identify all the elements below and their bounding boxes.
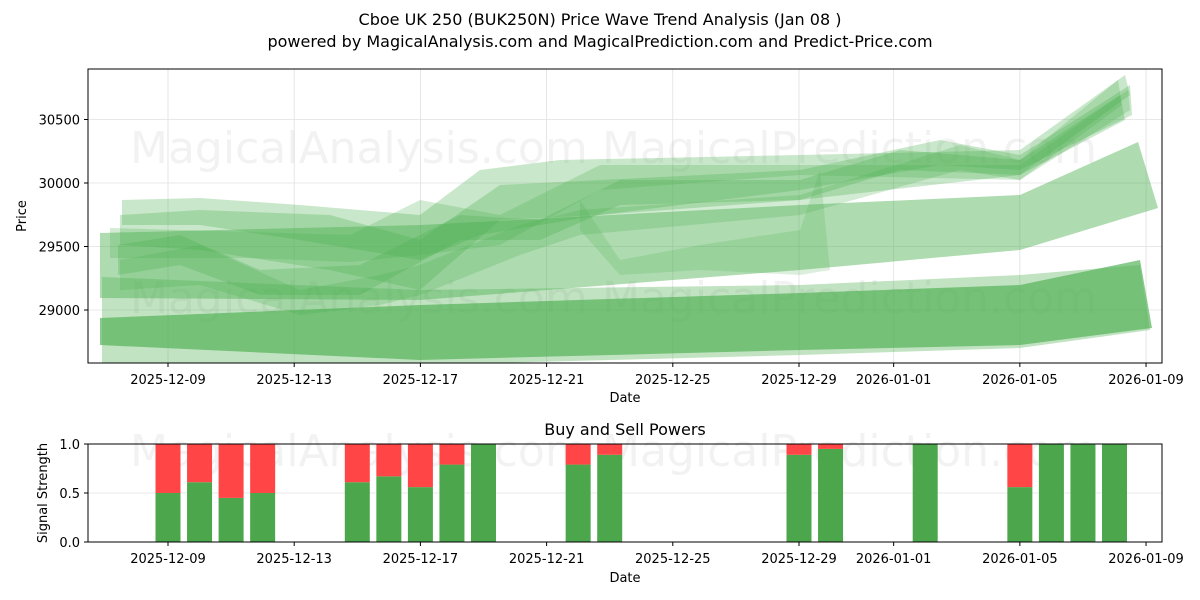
price-band-upper-band-2	[120, 85, 1132, 290]
main-y-tick-label: 30500	[39, 114, 80, 129]
sub-y-tick-label: 1.0	[59, 438, 80, 453]
watermark-magicalprediction-top: MagicalPrediction.com	[602, 123, 1097, 174]
buy-bar	[565, 464, 591, 542]
sell-bar	[155, 444, 181, 493]
main-x-tick-label: 2025-12-13	[256, 373, 332, 388]
price-band-upper-band-5	[110, 90, 1130, 262]
main-y-axis-label: Price	[15, 200, 30, 232]
main-x-tick-label: 2025-12-17	[383, 373, 459, 388]
price-band-upper-band-1	[122, 75, 1130, 260]
sell-bar	[565, 444, 591, 465]
sub-x-tick-label: 2025-12-13	[256, 552, 332, 567]
sell-bar	[597, 444, 623, 455]
buy-bar	[218, 497, 244, 542]
buy-bar	[597, 454, 623, 542]
sub-x-axis: 2025-12-09 2025-12-13 2025-12-17 2025-12-21…	[130, 542, 1184, 567]
buy-bar	[1007, 487, 1033, 542]
main-x-axis: 2025-12-09 2025-12-13 2025-12-17 2025-12-21…	[130, 363, 1184, 388]
main-x-tick-label: 2025-12-09	[130, 373, 206, 388]
sell-bar	[407, 444, 433, 488]
sub-y-tick-label: 0.0	[59, 536, 80, 551]
sub-y-axis: 0.0 0.5 1.0	[59, 438, 88, 551]
buy-bar	[912, 444, 938, 542]
buy-bar	[439, 464, 465, 542]
chart-subtitle: powered by MagicalAnalysis.com and Magic…	[267, 32, 933, 51]
sub-y-axis-label: Signal Strength	[36, 443, 51, 543]
price-band-second-band	[100, 142, 1158, 300]
price-band-upper-band-6	[580, 170, 830, 275]
buy-bar	[250, 493, 276, 542]
main-x-tick-label: 2025-12-25	[635, 373, 711, 388]
sub-x-tick-label: 2026-01-09	[1108, 552, 1184, 567]
sell-bar	[376, 444, 402, 477]
sell-bar	[187, 444, 213, 483]
sell-bar	[786, 444, 812, 455]
buy-bar	[1038, 444, 1064, 542]
buy-bar	[786, 454, 812, 542]
sub-x-tick-label: 2025-12-25	[635, 552, 711, 567]
sub-x-tick-label: 2026-01-05	[982, 552, 1058, 567]
sub-x-tick-label: 2026-01-01	[856, 552, 932, 567]
main-x-axis-label: Date	[609, 391, 640, 406]
buy-sell-title: Buy and Sell Powers	[544, 420, 706, 439]
price-wave-plot: MagicalAnalysis.com MagicalPrediction.co…	[15, 68, 1184, 406]
buy-bar	[155, 493, 181, 542]
buy-bar	[344, 482, 370, 542]
buy-bar	[187, 482, 213, 542]
sell-bar	[218, 444, 244, 498]
watermark-magicalanalysis-top: MagicalAnalysis.com	[130, 123, 588, 174]
main-plot-frame	[87, 68, 1163, 364]
buy-sell-plot: Buy and Sell Powers MagicalAnalysis.com …	[36, 420, 1184, 586]
main-y-tick-label: 29000	[39, 304, 80, 319]
main-x-tick-label: 2025-12-29	[761, 373, 837, 388]
buy-bar	[818, 448, 844, 542]
buy-bar	[1102, 444, 1127, 542]
buy-bar	[1070, 444, 1096, 542]
buy-sell-bars	[155, 444, 1127, 542]
main-x-tick-label: 2026-01-01	[856, 373, 932, 388]
price-band-lower-band-light	[102, 265, 1150, 363]
main-x-tick-label: 2025-12-21	[509, 373, 585, 388]
main-x-tick-label: 2026-01-05	[982, 373, 1058, 388]
main-y-tick-label: 29500	[39, 241, 80, 256]
sub-x-tick-label: 2025-12-09	[130, 552, 206, 567]
chart-title: Cboe UK 250 (BUK250N) Price Wave Trend A…	[358, 10, 842, 29]
sub-y-tick-label: 0.5	[59, 487, 80, 502]
main-y-axis: 29000 29500 30000 30500	[39, 114, 88, 319]
sell-bar	[439, 444, 465, 465]
sub-x-axis-label: Date	[609, 571, 640, 586]
sub-x-tick-label: 2025-12-29	[761, 552, 837, 567]
sell-bar	[818, 444, 844, 449]
price-band-lower-wide-band	[100, 260, 1152, 360]
main-x-tick-label: 2026-01-09	[1108, 373, 1184, 388]
sell-bar	[1007, 444, 1033, 488]
sub-x-tick-label: 2025-12-21	[509, 552, 585, 567]
buy-bar	[407, 487, 433, 542]
sub-x-tick-label: 2025-12-17	[383, 552, 459, 567]
main-y-tick-label: 30000	[39, 177, 80, 192]
buy-bar	[471, 444, 496, 542]
price-band-upper-band-3	[118, 95, 1125, 295]
buy-bar	[376, 476, 402, 542]
sell-bar	[344, 444, 370, 483]
price-bands	[100, 75, 1158, 363]
sell-bar	[250, 444, 276, 493]
